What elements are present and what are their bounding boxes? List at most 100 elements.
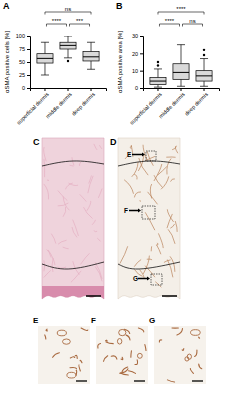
- y-tick: 25: [19, 72, 30, 78]
- whisker-low: [68, 49, 69, 58]
- box: [173, 45, 189, 87]
- vessel: [75, 355, 77, 358]
- box-body: [37, 54, 53, 63]
- x-axis-line: [31, 89, 107, 92]
- y-axis-title: αSMA positive area [%]: [117, 31, 123, 93]
- vessel: [145, 345, 146, 351]
- x-tick: superficial dermis: [15, 88, 50, 126]
- panel-label: A: [3, 1, 10, 11]
- bracket: [183, 24, 203, 27]
- vessel: [69, 183, 78, 185]
- panel-label: F: [91, 316, 96, 325]
- tissue: [118, 138, 180, 299]
- y-tick-mark: [27, 49, 30, 50]
- median: [196, 75, 212, 76]
- vessel: [171, 179, 175, 182]
- significance: ****ns****: [158, 6, 204, 27]
- vessel-lumen: [57, 330, 66, 336]
- y-tick-label: 0: [135, 85, 138, 91]
- y-tick-label: 75: [19, 46, 25, 52]
- box-body: [60, 42, 76, 49]
- whisker-high: [157, 69, 158, 78]
- vessel: [106, 340, 108, 342]
- y-tick: 20: [132, 51, 143, 57]
- vessel: [88, 176, 93, 193]
- vessel: [147, 152, 153, 166]
- epidermis: [42, 286, 104, 299]
- outlier: [157, 64, 159, 66]
- vessel: [172, 327, 178, 328]
- vessel: [92, 220, 95, 224]
- x-tick-label: deep dermis: [183, 91, 209, 117]
- whisker-low: [157, 85, 158, 88]
- bracket: [158, 12, 204, 15]
- vessel: [95, 263, 102, 279]
- box-body: [83, 52, 99, 61]
- vessel: [156, 282, 161, 287]
- vessel: [134, 192, 140, 197]
- callout-label: E: [127, 151, 132, 158]
- vessel: [190, 369, 193, 374]
- bracket: [46, 24, 66, 27]
- whisker-low: [91, 61, 92, 69]
- y-tick-mark: [140, 53, 143, 54]
- vessel: [44, 159, 46, 176]
- box-body: [173, 64, 189, 80]
- scale-bar: [86, 295, 101, 297]
- y-tick: 0: [22, 85, 30, 91]
- box: [196, 49, 212, 87]
- vessel: [167, 156, 176, 157]
- vessel: [63, 247, 68, 249]
- y-tick-label: 10: [132, 68, 138, 74]
- whisker-cap-low: [41, 75, 49, 76]
- vessel-lumen: [187, 354, 191, 359]
- y-axis-line: [140, 37, 144, 89]
- vessel: [58, 191, 67, 200]
- median: [150, 81, 166, 82]
- whisker-cap-low: [177, 86, 185, 87]
- vessel-lumen: [137, 353, 142, 358]
- vessel: [157, 243, 159, 245]
- panel-label: E: [33, 316, 39, 325]
- bracket: [70, 24, 90, 27]
- outlier: [203, 54, 205, 56]
- panel-label: B: [116, 1, 123, 11]
- plot: 0255075100superficial dermismiddle dermi…: [15, 6, 106, 126]
- whisker-cap-high: [200, 58, 208, 59]
- vessel: [80, 195, 86, 202]
- significance-label: ns: [189, 18, 195, 24]
- vessel: [81, 328, 88, 330]
- vessel: [167, 380, 174, 382]
- marks: [37, 36, 99, 75]
- y-tick-mark: [27, 36, 30, 37]
- scale-bar: [76, 380, 87, 381]
- callout-label: F: [124, 207, 128, 214]
- whisker-cap-low: [87, 69, 95, 70]
- vessel: [140, 200, 141, 202]
- panel-closeup: F: [91, 316, 148, 384]
- y-tick: 30: [132, 33, 143, 39]
- y-tick-label: 25: [19, 72, 25, 78]
- closeup-image: [38, 326, 90, 384]
- vessel: [63, 207, 66, 216]
- boundary-line: [42, 262, 104, 269]
- panel-label: G: [149, 316, 155, 325]
- x-tick-label: superficial dermis: [15, 91, 50, 126]
- whisker-cap-high: [154, 68, 162, 69]
- y-tick: 10: [132, 68, 143, 74]
- vessel: [98, 343, 101, 348]
- y-tick: 0: [135, 85, 143, 91]
- vessel: [175, 221, 177, 231]
- vessel: [159, 340, 161, 342]
- x-tick: superficial dermis: [128, 88, 163, 126]
- x-tick: middle dermis: [158, 88, 187, 120]
- scale-bar: [192, 380, 203, 381]
- x-axis: superficial dermismiddle dermisdeep derm…: [15, 88, 106, 126]
- vessel: [145, 213, 154, 230]
- vessel: [135, 174, 138, 179]
- panel-closeup: E: [33, 316, 90, 384]
- vessel: [151, 247, 152, 251]
- significance-label: ****: [176, 6, 186, 12]
- vessel-lumen: [191, 330, 201, 336]
- vessel: [159, 234, 164, 248]
